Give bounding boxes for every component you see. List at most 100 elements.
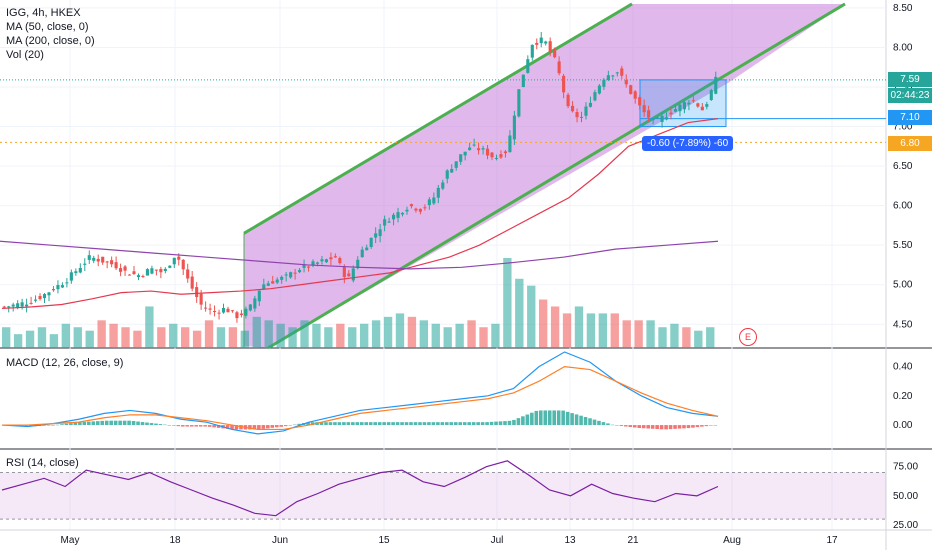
candle-body <box>369 237 373 247</box>
macd-hist-bar <box>64 423 69 426</box>
candle-body <box>65 282 69 284</box>
candle-body <box>324 259 329 263</box>
macd-hist-bar <box>266 425 270 429</box>
volume-bar <box>622 320 631 348</box>
macd-hist-bar <box>503 421 507 426</box>
measure-label[interactable]: -0.60 (-7.89%) -60 <box>642 136 734 151</box>
candle-body <box>293 272 297 274</box>
macd-hist-bar <box>283 425 288 427</box>
candle-body <box>60 285 64 288</box>
candle-body <box>656 117 660 119</box>
macd-hist-bar <box>570 413 574 426</box>
macd-hist-bar <box>225 425 230 429</box>
macd-hist-bar <box>431 422 436 426</box>
candle-body <box>105 261 109 263</box>
volume-bar <box>479 327 488 348</box>
candle-body <box>490 152 494 158</box>
candle-body <box>51 289 56 291</box>
level-tag-1: 7.10 <box>888 110 932 125</box>
macd-hist-bar <box>122 420 127 426</box>
candle-body <box>226 308 230 313</box>
macd-hist-bar <box>24 425 28 427</box>
macd-hist-bar <box>203 425 207 427</box>
macd-hist-bar <box>498 421 503 426</box>
macd-hist-bar <box>619 425 624 426</box>
volume-bar <box>181 327 190 348</box>
macd-hist-bar <box>556 410 561 426</box>
candle-body <box>521 74 525 88</box>
legend-volume[interactable]: Vol (20) <box>6 49 44 61</box>
time-tick-label: Jun <box>272 535 288 546</box>
volume-bar <box>2 327 11 348</box>
candle-body <box>356 259 360 269</box>
candle-body <box>87 255 91 260</box>
candle-body <box>163 268 167 272</box>
candle-body <box>418 208 422 212</box>
candle-body <box>181 259 185 270</box>
volume-bar <box>49 334 59 348</box>
macd-hist-bar <box>274 425 279 428</box>
macd-hist-bar <box>172 425 176 426</box>
macd-hist-bar <box>167 425 172 426</box>
macd-hist-bar <box>512 419 516 426</box>
countdown-tag: 02:44:23 <box>888 88 932 103</box>
macd-hist-bar <box>230 425 234 430</box>
legend-ma200[interactable]: MA (200, close, 0) <box>6 35 95 47</box>
macd-hist-bar <box>100 420 105 426</box>
candle-body <box>302 264 306 268</box>
volume-bar <box>216 327 226 348</box>
macd-hist-bar <box>561 410 565 426</box>
macd-hist-bar <box>145 422 149 426</box>
candle-body <box>338 258 342 264</box>
volume-bar <box>25 330 35 348</box>
candle-body <box>177 256 181 260</box>
candle-body <box>199 293 203 305</box>
rsi-line <box>1 460 719 517</box>
symbol-title[interactable]: IGG, 4h, HKEX <box>6 7 81 19</box>
macd-hist-bar <box>409 422 413 426</box>
macd-hist-bar <box>467 422 471 426</box>
macd-hist-bar <box>489 421 494 426</box>
candle-body <box>539 37 543 44</box>
rsi-legend[interactable]: RSI (14, close) <box>6 456 79 470</box>
legend-ma50[interactable]: MA (50, close, 0) <box>6 21 89 33</box>
volume-bar <box>252 316 261 348</box>
macd-hist-bar <box>261 425 266 429</box>
macd-legend[interactable]: MACD (12, 26, close, 9) <box>6 356 123 370</box>
macd-hist-bar <box>655 425 659 430</box>
candle-body <box>436 187 440 198</box>
macd-hist-bar <box>69 423 73 426</box>
macd-hist-bar <box>516 418 521 426</box>
candle-body <box>575 112 579 118</box>
candle-body <box>136 275 141 278</box>
macd-hist-bar <box>319 422 324 426</box>
volume-bar <box>527 285 536 348</box>
macd-hist-bar <box>391 422 395 426</box>
candle-body <box>396 212 400 218</box>
candle-body <box>186 269 190 279</box>
volume-bar <box>348 327 357 348</box>
macd-hist-bar <box>297 423 301 426</box>
candle-body <box>320 259 324 262</box>
candle-body <box>700 106 704 111</box>
candle-body <box>593 92 597 101</box>
candle-body <box>445 170 449 179</box>
candle-body <box>92 257 96 261</box>
candle-body <box>74 271 78 274</box>
volume-bar <box>467 320 476 348</box>
price-tick-label: 6.00 <box>893 201 913 212</box>
candle-body <box>441 182 445 189</box>
candle-body <box>351 268 355 281</box>
volume-bar <box>264 320 273 348</box>
time-tick-label: Jul <box>491 535 504 546</box>
candle-body <box>280 276 284 280</box>
candle-body <box>235 312 239 319</box>
macd-hist-bar <box>579 415 583 426</box>
earnings-marker[interactable]: E <box>739 328 757 346</box>
candle-body <box>271 281 275 284</box>
volume-bar <box>455 323 464 348</box>
candle-body <box>624 80 628 85</box>
candle-body <box>365 247 369 251</box>
candle-body <box>579 116 584 118</box>
macd-hist-bar <box>646 425 650 429</box>
